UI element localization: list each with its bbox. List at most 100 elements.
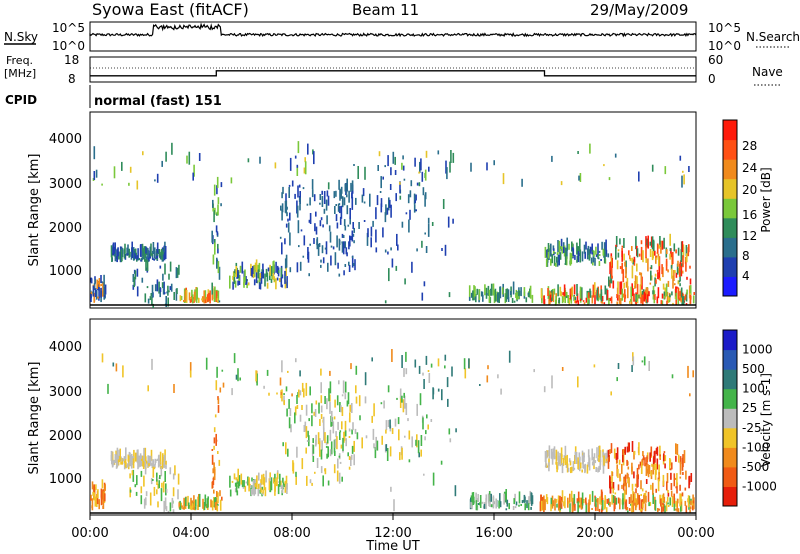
data-cell <box>638 253 641 257</box>
data-cell <box>246 284 248 289</box>
data-cell <box>609 262 611 275</box>
data-cell <box>669 458 671 470</box>
data-cell <box>295 471 297 477</box>
data-cell <box>289 408 292 417</box>
data-cell <box>121 457 123 461</box>
data-cell <box>505 288 507 302</box>
data-cell <box>403 367 405 377</box>
data-cell <box>625 267 627 279</box>
data-cell <box>414 157 416 167</box>
data-cell <box>352 222 354 229</box>
data-cell <box>569 493 571 503</box>
data-cell <box>516 292 518 297</box>
data-cell <box>605 456 608 463</box>
data-cell <box>592 250 594 253</box>
data-cell <box>321 245 324 254</box>
data-cell <box>544 246 547 258</box>
data-cell <box>247 158 250 163</box>
data-cell <box>213 184 216 196</box>
data-cell <box>640 272 643 286</box>
data-cell <box>121 161 123 171</box>
data-cell <box>117 247 119 257</box>
data-cell <box>689 265 691 269</box>
data-cell <box>281 192 283 199</box>
data-cell <box>352 233 355 237</box>
data-cell <box>649 241 652 246</box>
data-cell <box>362 188 365 197</box>
data-cell <box>156 477 159 480</box>
data-cell <box>650 471 652 477</box>
data-cell <box>130 462 133 469</box>
data-cell <box>154 179 156 182</box>
data-cell <box>677 454 680 463</box>
data-cell <box>295 358 297 363</box>
velocity-data-cells <box>90 349 695 514</box>
data-cell <box>158 249 160 254</box>
data-cell <box>630 494 632 504</box>
data-cell <box>560 181 563 186</box>
data-cell <box>468 285 471 298</box>
data-cell <box>425 150 428 158</box>
data-cell <box>529 490 532 504</box>
data-cell <box>540 494 542 505</box>
data-cell <box>528 496 530 504</box>
data-cell <box>692 370 694 378</box>
data-cell <box>529 285 532 299</box>
data-cell <box>189 370 192 378</box>
data-cell <box>259 283 262 290</box>
data-cell <box>686 253 688 263</box>
data-cell <box>621 250 623 262</box>
data-cell <box>219 490 221 497</box>
data-cell <box>428 166 430 172</box>
data-cell <box>207 292 210 301</box>
data-cell <box>217 243 219 249</box>
data-cell <box>337 203 340 212</box>
data-cell <box>234 482 237 487</box>
data-cell <box>235 482 238 493</box>
data-cell <box>191 503 194 509</box>
data-cell <box>344 225 347 231</box>
data-cell <box>285 254 288 268</box>
data-cell <box>104 484 106 491</box>
data-cell <box>276 392 278 395</box>
data-cell <box>339 402 341 412</box>
data-cell <box>348 261 350 266</box>
data-cell <box>325 241 328 255</box>
data-cell <box>232 281 234 290</box>
data-cell <box>473 285 475 299</box>
data-cell <box>671 291 673 296</box>
data-cell <box>642 451 644 456</box>
power-cbar-tick-4: 4 <box>742 269 750 283</box>
data-cell <box>139 244 142 257</box>
data-cell <box>311 415 313 427</box>
data-cell <box>153 467 156 470</box>
data-cell <box>616 294 618 298</box>
data-cell <box>513 498 515 505</box>
data-cell <box>274 478 277 486</box>
data-cell <box>283 393 285 396</box>
data-cell <box>133 276 136 283</box>
data-cell <box>160 249 163 256</box>
data-cell <box>269 264 271 276</box>
data-cell <box>676 263 679 275</box>
data-cell <box>119 448 121 461</box>
data-cell <box>485 293 488 296</box>
nsky-right-tick-top: 10^5 <box>708 21 741 35</box>
data-cell <box>617 497 620 504</box>
data-cell <box>437 150 440 155</box>
data-cell <box>683 174 685 185</box>
data-cell <box>613 448 616 459</box>
data-cell <box>418 365 421 374</box>
data-cell <box>625 281 628 288</box>
data-cell <box>153 258 155 261</box>
data-cell <box>140 486 143 494</box>
data-cell <box>162 273 164 281</box>
data-cell <box>267 267 270 272</box>
data-cell <box>211 449 214 451</box>
data-cell <box>544 451 547 462</box>
data-cell <box>351 191 353 199</box>
data-cell <box>176 267 179 278</box>
data-cell <box>291 180 294 187</box>
data-cell <box>308 418 310 422</box>
data-cell <box>508 503 510 510</box>
